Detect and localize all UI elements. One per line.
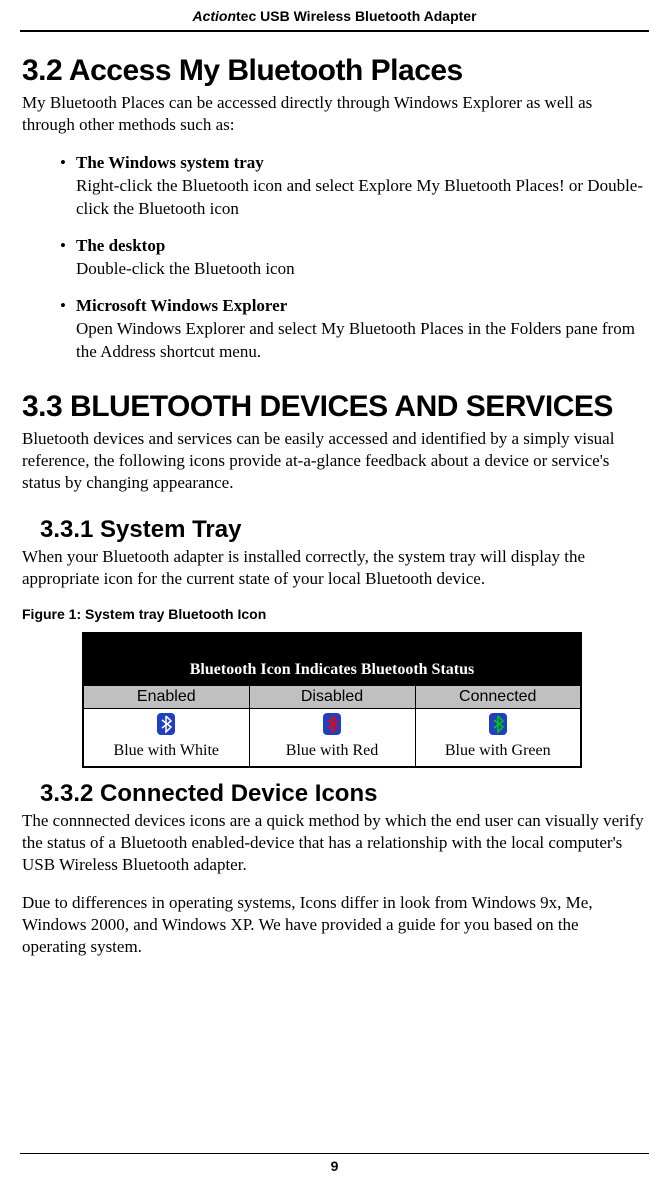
- header-brand-rest: tec USB Wireless Bluetooth Adapter: [236, 8, 477, 24]
- table-cell: Blue with Red: [249, 708, 415, 767]
- bluetooth-status-table: Bluetooth Icon Indicates Bluetooth Statu…: [82, 632, 582, 768]
- table-header: Disabled: [249, 685, 415, 708]
- heading-3-3: 3.3 BLUETOOTH DEVICES AND SERVICES: [22, 390, 647, 424]
- table-header: Enabled: [83, 685, 249, 708]
- table-cell-label: Blue with White: [114, 742, 219, 759]
- bluetooth-disabled-icon: [323, 713, 341, 735]
- list-item: The desktop Double-click the Bluetooth i…: [64, 235, 647, 281]
- table-cell-label: Blue with Green: [445, 742, 551, 759]
- table-cell: Blue with Green: [415, 708, 581, 767]
- table-cell: Blue with White: [83, 708, 249, 767]
- table-title: Bluetooth Icon Indicates Bluetooth Statu…: [83, 633, 581, 685]
- p2-3-3-2: Due to differences in operating systems,…: [22, 892, 647, 958]
- page-number: 9: [0, 1158, 669, 1174]
- list-item-body: Right-click the Bluetooth icon and selec…: [76, 176, 643, 218]
- list-item-body: Double-click the Bluetooth icon: [76, 259, 295, 278]
- page-footer: 9: [0, 1153, 669, 1174]
- heading-3-3-2: 3.3.2 Connected Device Icons: [40, 780, 647, 808]
- p1-3-3-2: The connnected devices icons are a quick…: [22, 810, 647, 876]
- table-header: Connected: [415, 685, 581, 708]
- list-item-title: The Windows system tray: [76, 153, 264, 172]
- intro-3-2: My Bluetooth Places can be accessed dire…: [22, 92, 647, 136]
- intro-3-3: Bluetooth devices and services can be ea…: [22, 428, 647, 494]
- table-cell-label: Blue with Red: [286, 742, 378, 759]
- page-content: 3.2 Access My Bluetooth Places My Blueto…: [0, 32, 669, 958]
- heading-3-3-1: 3.3.1 System Tray: [40, 516, 647, 544]
- bluetooth-enabled-icon: [157, 713, 175, 735]
- bluetooth-connected-icon: [489, 713, 507, 735]
- intro-3-3-1: When your Bluetooth adapter is installed…: [22, 546, 647, 590]
- list-item-title: The desktop: [76, 236, 165, 255]
- header-brand-italic: Action: [192, 8, 236, 24]
- footer-rule: [20, 1153, 649, 1154]
- list-item-body: Open Windows Explorer and select My Blue…: [76, 319, 635, 361]
- figure-1-caption: Figure 1: System tray Bluetooth Icon: [22, 606, 647, 622]
- heading-3-2: 3.2 Access My Bluetooth Places: [22, 54, 647, 88]
- list-item: Microsoft Windows Explorer Open Windows …: [64, 295, 647, 364]
- page-header: Actiontec USB Wireless Bluetooth Adapter: [0, 0, 669, 30]
- access-methods-list: The Windows system tray Right-click the …: [22, 152, 647, 364]
- list-item: The Windows system tray Right-click the …: [64, 152, 647, 221]
- list-item-title: Microsoft Windows Explorer: [76, 296, 287, 315]
